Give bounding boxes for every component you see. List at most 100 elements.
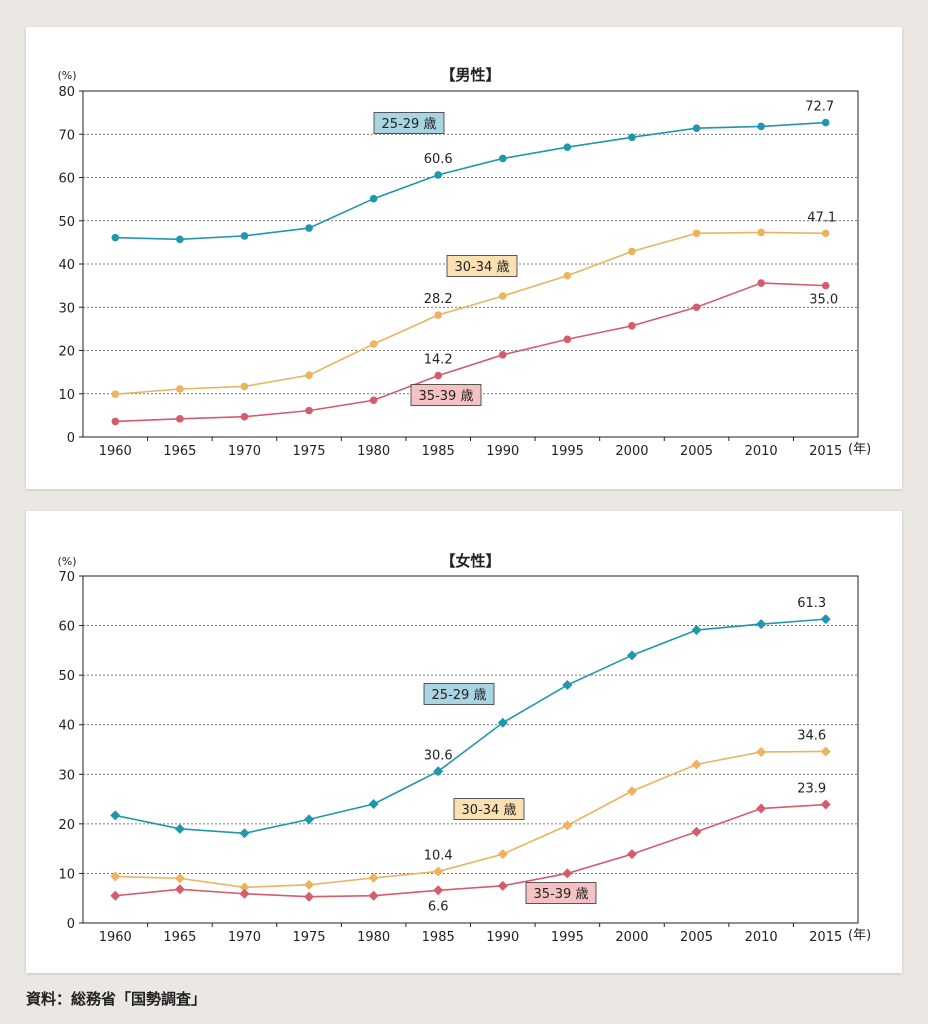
x-tick-label: 1985 bbox=[422, 930, 455, 945]
data-point bbox=[174, 873, 185, 884]
data-label: 14.2 bbox=[424, 353, 453, 368]
series-line-1 bbox=[115, 618, 826, 835]
data-label: 6.6 bbox=[428, 899, 449, 914]
series-line-3 bbox=[115, 282, 826, 423]
y-tick-label: 0 bbox=[67, 431, 75, 446]
data-label: 30.6 bbox=[424, 748, 453, 763]
data-point bbox=[692, 303, 701, 312]
data-point bbox=[433, 766, 444, 777]
data-point bbox=[433, 866, 444, 877]
x-axis-unit: (年) bbox=[848, 442, 871, 457]
data-point bbox=[239, 828, 250, 839]
data-point bbox=[563, 271, 572, 280]
series-label-text: 35-39 歳 bbox=[419, 389, 474, 404]
series-label-box bbox=[453, 798, 525, 820]
data-point bbox=[434, 371, 443, 380]
series-label-box bbox=[525, 882, 597, 904]
series-label-text: 35-39 歳 bbox=[534, 887, 589, 902]
data-point bbox=[110, 871, 121, 882]
data-point bbox=[821, 118, 830, 127]
data-point bbox=[305, 224, 313, 232]
data-point bbox=[757, 279, 765, 287]
y-axis-unit: (%) bbox=[57, 555, 76, 568]
series-label-text: 25-29 歳 bbox=[382, 117, 437, 132]
data-point bbox=[433, 885, 444, 896]
x-tick-label: 2000 bbox=[615, 444, 648, 459]
data-point bbox=[304, 814, 315, 825]
y-tick-label: 10 bbox=[58, 388, 75, 403]
data-point bbox=[820, 799, 831, 810]
series-label-2: 30-34 歳 bbox=[446, 255, 518, 277]
data-point bbox=[176, 235, 184, 244]
data-point bbox=[691, 826, 702, 837]
chart-title: 【女性】 bbox=[440, 552, 500, 570]
data-point bbox=[369, 396, 378, 405]
series-label-3: 35-39 歳 bbox=[410, 384, 482, 406]
y-tick-label: 80 bbox=[58, 85, 75, 100]
y-tick-label: 50 bbox=[58, 669, 75, 684]
data-label: 34.6 bbox=[797, 728, 826, 743]
series-line-3 bbox=[115, 803, 826, 898]
y-axis-unit: (%) bbox=[57, 69, 76, 82]
data-point bbox=[692, 229, 701, 238]
y-tick-label: 20 bbox=[58, 818, 75, 833]
y-tick-label: 40 bbox=[58, 719, 75, 734]
data-point bbox=[111, 390, 120, 398]
data-point bbox=[174, 823, 185, 834]
series-label-3: 35-39 歳 bbox=[525, 882, 597, 904]
data-point bbox=[176, 385, 184, 393]
male-chart: 【男性】 (%) 0 10 20 30 40 50 60 70 80 1960 1965 1970 1975… bbox=[57, 66, 871, 459]
y-tick-label: 30 bbox=[58, 768, 75, 783]
data-point bbox=[626, 786, 637, 797]
data-point bbox=[434, 171, 443, 179]
data-point bbox=[692, 124, 701, 132]
series-line-2 bbox=[115, 231, 826, 395]
male-chart-panel: 【男性】 (%) 0 10 20 30 40 50 60 70 80 1960 1965 1970 1975… bbox=[26, 27, 902, 489]
data-point bbox=[563, 335, 572, 344]
data-point bbox=[498, 351, 507, 359]
data-point bbox=[497, 849, 508, 860]
x-tick-label: 1990 bbox=[486, 930, 519, 945]
series-label-text: 30-34 歳 bbox=[455, 260, 510, 275]
y-tick-label: 40 bbox=[58, 258, 75, 273]
x-tick-label: 2015 bbox=[809, 444, 842, 459]
x-tick-label: 1975 bbox=[292, 930, 325, 945]
series-label-box bbox=[373, 112, 445, 134]
data-point bbox=[369, 194, 378, 203]
x-tick-label: 1965 bbox=[163, 444, 196, 459]
data-label: 10.4 bbox=[424, 848, 453, 863]
series-label-text: 30-34 歳 bbox=[462, 803, 517, 818]
data-label: 61.3 bbox=[797, 596, 826, 611]
data-point bbox=[110, 810, 121, 821]
x-tick-label: 1980 bbox=[357, 930, 390, 945]
source-note: 資料：総務省「国勢調査」 bbox=[26, 990, 207, 1008]
series-line-1 bbox=[115, 121, 826, 241]
data-point bbox=[626, 650, 637, 661]
data-point bbox=[239, 882, 250, 893]
x-tick-label: 1960 bbox=[99, 444, 132, 459]
x-tick-label: 2005 bbox=[680, 930, 713, 945]
data-point bbox=[305, 406, 313, 415]
data-point bbox=[240, 232, 249, 240]
data-point bbox=[820, 614, 831, 625]
data-point bbox=[111, 233, 120, 242]
data-point bbox=[305, 371, 313, 379]
data-point bbox=[757, 122, 765, 131]
data-point bbox=[821, 281, 830, 290]
data-point bbox=[110, 890, 121, 901]
data-point bbox=[176, 415, 184, 423]
x-tick-label: 1970 bbox=[228, 930, 261, 945]
data-point bbox=[691, 625, 702, 636]
x-tick-label: 1965 bbox=[163, 930, 196, 945]
series-label-1: 25-29 歳 bbox=[423, 683, 495, 705]
x-tick-label: 1975 bbox=[292, 444, 325, 459]
data-point bbox=[562, 680, 573, 691]
data-point bbox=[628, 322, 636, 330]
data-point bbox=[111, 417, 120, 426]
data-point bbox=[434, 311, 443, 319]
data-point bbox=[563, 143, 572, 152]
data-label: 28.2 bbox=[424, 292, 453, 307]
data-point bbox=[304, 891, 315, 902]
chart-title: 【男性】 bbox=[440, 66, 500, 84]
data-point bbox=[756, 746, 767, 757]
